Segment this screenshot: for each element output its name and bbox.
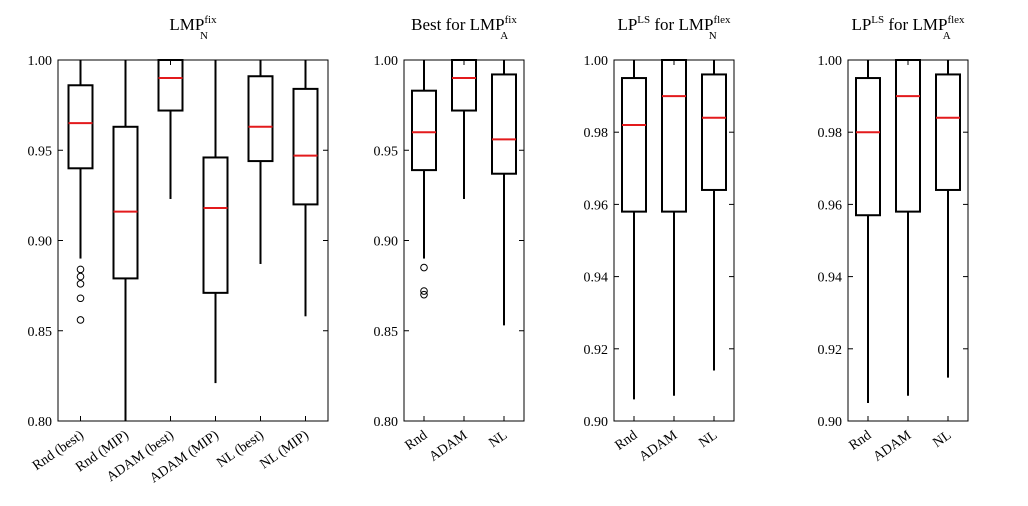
x-category-label: ADAM [871, 428, 915, 465]
y-tick-label: 0.96 [584, 198, 609, 213]
x-category-label: NL [930, 428, 954, 451]
box-iqr [112, 125, 139, 280]
y-tick-label: 0.95 [374, 144, 399, 159]
y-tick-label: 0.98 [818, 126, 843, 141]
outlier-point [76, 280, 85, 288]
outlier-point [76, 316, 85, 324]
x-category-label: ADAM [637, 428, 681, 465]
y-tick-label: 1.00 [374, 54, 399, 69]
x-category-label: NL (MIP) [257, 428, 312, 473]
box-iqr [895, 59, 921, 213]
chart-title: LMPfix N [169, 14, 217, 42]
y-tick-label: 0.95 [28, 144, 53, 159]
box-iqr [202, 156, 229, 294]
box-3 [701, 60, 727, 371]
outlier-point [76, 265, 85, 274]
y-tick-label: 0.90 [28, 235, 53, 250]
box-iqr [491, 73, 517, 175]
x-category-label: NL (best) [214, 428, 267, 471]
box-iqr [247, 75, 274, 163]
y-tick-label: 0.94 [818, 271, 843, 286]
box-3 [157, 59, 184, 199]
y-tick-label: 0.92 [818, 343, 843, 358]
y-tick-label: 0.98 [584, 126, 609, 141]
y-tick-label: 0.90 [818, 415, 843, 430]
y-tick-label: 0.85 [374, 325, 399, 340]
x-category-label: Rnd [847, 428, 875, 454]
box-iqr [661, 59, 687, 213]
box-2 [661, 59, 687, 396]
outlier-point [420, 287, 428, 295]
box-1 [67, 60, 94, 324]
box-iqr [935, 73, 961, 191]
y-tick-label: 1.00 [28, 54, 53, 69]
outlier-point [76, 272, 85, 281]
y-tick-label: 0.92 [584, 343, 609, 358]
y-tick-label: 0.80 [374, 415, 399, 430]
chart-title: LPLS for LMPflex N [617, 14, 731, 42]
box-iqr [411, 89, 437, 172]
x-category-label: NL [696, 428, 720, 451]
outlier-point [420, 263, 428, 272]
box-1 [411, 60, 437, 299]
y-tick-label: 1.00 [584, 54, 609, 69]
box-4 [202, 60, 229, 384]
box-2 [112, 60, 139, 421]
box-iqr [292, 87, 319, 206]
box-1 [855, 60, 881, 403]
box-iqr [701, 73, 727, 191]
box-iqr [67, 84, 94, 170]
y-tick-label: 0.94 [584, 271, 609, 286]
x-category-label: Rnd [403, 428, 431, 454]
x-category-label: Rnd [613, 428, 641, 454]
y-tick-label: 0.90 [374, 235, 399, 250]
box-2 [895, 59, 921, 396]
box-iqr [157, 59, 184, 112]
chart-title: Best for LMPfix A [411, 14, 517, 42]
y-tick-label: 0.85 [28, 325, 53, 340]
outlier-point [420, 290, 428, 299]
y-tick-label: 0.96 [818, 198, 843, 213]
box-iqr [855, 77, 881, 217]
box-1 [621, 60, 647, 400]
box-3 [491, 60, 517, 326]
chart-title: LPLS for LMPflex A [851, 14, 965, 42]
x-category-label: ADAM [427, 428, 471, 465]
y-tick-label: 0.90 [584, 415, 609, 430]
box-5 [247, 60, 274, 264]
box-iqr [451, 59, 477, 112]
x-category-label: NL [486, 428, 510, 451]
box-3 [935, 60, 961, 378]
box-6 [292, 60, 319, 317]
axes-frame [57, 59, 329, 422]
y-tick-label: 0.80 [28, 415, 53, 430]
box-iqr [621, 77, 647, 213]
box-2 [451, 59, 477, 199]
outlier-point [76, 294, 85, 303]
y-tick-label: 1.00 [818, 54, 843, 69]
